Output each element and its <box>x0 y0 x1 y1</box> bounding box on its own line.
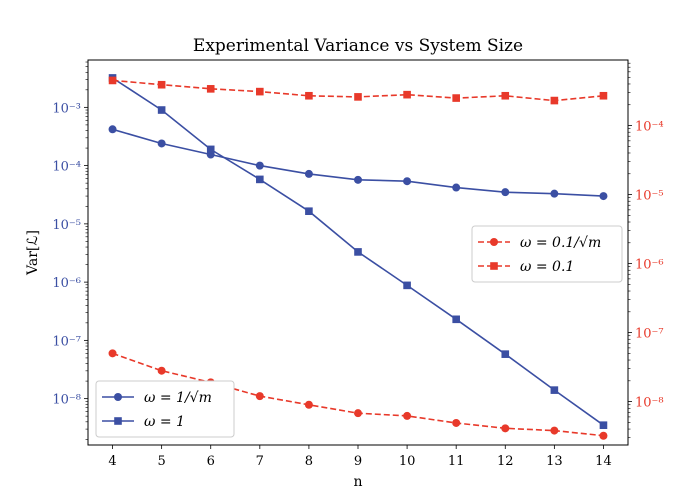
y-right-tick-label: 10⁻⁷ <box>635 327 664 342</box>
series-3 <box>108 349 608 440</box>
x-axis-label: n <box>353 474 362 490</box>
series-4-point <box>550 96 559 105</box>
series-3-point <box>599 431 608 440</box>
series-1-point <box>157 139 166 148</box>
chart-title: Experimental Variance vs System Size <box>193 36 523 56</box>
y-left-tick-label: 10⁻⁵ <box>52 218 81 233</box>
x-tick-label: 14 <box>595 454 612 469</box>
x-tick-label: 9 <box>354 454 362 469</box>
series-2-point <box>550 386 559 394</box>
x-tick-label: 11 <box>448 454 465 469</box>
y-axis-label: Var[ℒ] <box>25 230 41 276</box>
series-4-point <box>354 93 362 101</box>
legend-marker <box>490 262 498 270</box>
x-tick-label: 13 <box>546 454 563 469</box>
series-4 <box>108 76 608 105</box>
series-4-point <box>305 91 313 100</box>
series-1-point <box>255 161 264 170</box>
series-3-point <box>550 426 559 435</box>
x-tick-label: 6 <box>207 454 215 469</box>
series-4-point <box>501 91 510 100</box>
series-2-point <box>452 315 460 324</box>
legend-label: ω = 1 <box>144 414 185 430</box>
x-tick-label: 4 <box>108 454 116 469</box>
legend: ω = 0.1/√m ω = 0.1 <box>471 225 623 283</box>
series-4-point <box>599 91 608 100</box>
legend-box <box>95 380 235 438</box>
series-2-point <box>354 248 362 256</box>
series-1-point <box>304 169 313 178</box>
series-1-point <box>599 192 608 201</box>
y-right-tick-label: 10⁻⁸ <box>635 396 664 411</box>
legend-marker <box>114 393 122 401</box>
legend-box <box>471 225 623 283</box>
y-right-tick-label: 10⁻⁴ <box>635 120 664 135</box>
y-right-tick-label: 10⁻⁵ <box>635 189 664 204</box>
series-2-point <box>206 145 215 154</box>
legend-label: ω = 0.1 <box>520 259 574 275</box>
series-1-point <box>550 189 559 198</box>
series-2-point <box>305 207 313 215</box>
series-3-point <box>304 400 313 409</box>
series-3-point <box>108 349 117 358</box>
legend: ω = 1/√m ω = 1 <box>95 380 235 438</box>
legend-marker <box>114 417 122 425</box>
series-4-point <box>108 76 117 85</box>
series-4-point <box>452 94 460 102</box>
x-tick-label: 8 <box>305 454 313 469</box>
series-3-point <box>255 392 264 401</box>
series-3-point <box>157 366 166 375</box>
series-4-point <box>206 85 215 93</box>
series-1-point <box>501 188 510 197</box>
series-3-point <box>354 409 362 418</box>
series-2-point <box>403 281 411 290</box>
series-1 <box>108 125 608 201</box>
series-3-point <box>403 411 412 420</box>
series-1-line <box>112 128 604 197</box>
y-left-tick-label: 10⁻⁸ <box>52 393 81 408</box>
y-right-tick-label: 10⁻⁶ <box>635 258 664 273</box>
series-1-point <box>452 183 461 192</box>
series-2-point <box>256 175 264 184</box>
series-1-point <box>403 177 412 186</box>
y-left-tick-label: 10⁻⁷ <box>52 334 81 349</box>
plot-area: 4 5 6 7 8 9 10 11 12 13 14 10⁻⁸ 10⁻⁷ 10⁻⁶ 10⁻⁵ 10⁻⁴ 10⁻³… <box>52 59 664 469</box>
series-4-point <box>256 87 264 96</box>
x-tick-label: 12 <box>497 454 514 469</box>
series-2-point <box>599 421 608 429</box>
series-2 <box>108 74 608 429</box>
series-1-point <box>354 175 362 184</box>
legend-label: ω = 1/√m <box>144 390 212 406</box>
legend-label: ω = 0.1/√m <box>520 235 601 251</box>
legend-marker <box>490 238 498 246</box>
y-left-tick-label: 10⁻³ <box>52 101 81 116</box>
series-3-point <box>452 418 461 427</box>
x-tick-label: 7 <box>256 454 264 469</box>
y-left-tick-label: 10⁻⁶ <box>52 276 81 291</box>
y-left-tick-label: 10⁻⁴ <box>52 160 81 175</box>
x-tick-label: 10 <box>399 454 416 469</box>
series-2-point <box>501 350 510 358</box>
series-1-point <box>108 125 117 134</box>
series-4-point <box>157 80 166 89</box>
x-tick-label: 5 <box>157 454 165 469</box>
series-2-point <box>157 106 166 114</box>
series-4-point <box>403 90 411 99</box>
series-3-point <box>501 424 510 433</box>
